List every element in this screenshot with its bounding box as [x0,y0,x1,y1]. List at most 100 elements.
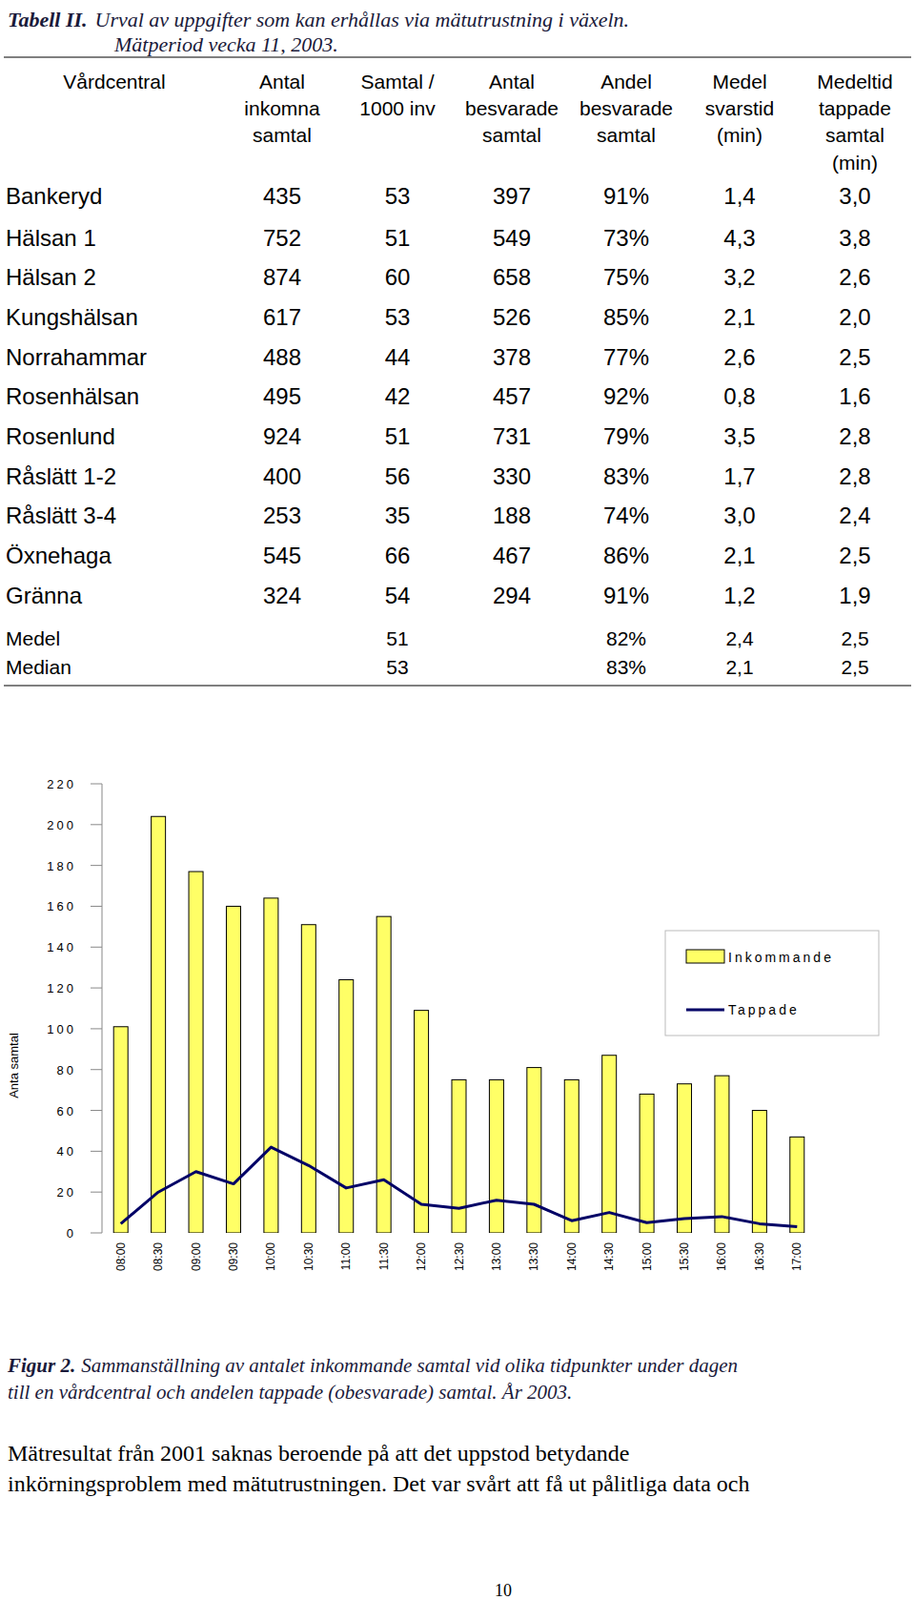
table-cell: 51 [385,423,411,449]
table-cell: 2,8 [838,423,871,449]
y-tick-label: 160 [46,898,77,914]
table-cell: Kungshälsan [5,304,139,330]
y-tick-label: 140 [46,939,77,955]
caption-text: Sammanställning av antalet inkommande sa… [81,1353,738,1377]
table-header: svarstid [705,97,774,120]
table-cell: 435 [263,183,302,209]
table-cell: 3,0 [838,183,871,209]
table-cell: 3,0 [723,502,755,529]
table-cell: 77% [603,344,650,370]
x-tick-label: 08:00 [114,1241,128,1271]
table-header: Medeltid [816,70,893,93]
x-tick-label: 15:30 [677,1241,692,1271]
table-header: Antal [259,70,305,93]
y-label: Anta samtal [6,1032,21,1098]
table-header: Samtal / [360,70,434,93]
table-header: (min) [716,123,763,146]
y-tick-label: 220 [46,776,77,792]
y-tick [90,1068,102,1070]
caption-text: Urval av uppgifter som kan erhållas via … [95,7,631,32]
table-cell: 4,3 [723,224,755,251]
bar [527,1067,542,1233]
y-tick-label: 180 [46,858,77,874]
table-cell: Norrahammar [5,344,147,370]
table-cell: 658 [492,264,531,290]
table-cell: 35 [385,502,411,529]
table-cell: 91% [603,183,650,209]
x-tick-label: 17:00 [790,1241,804,1271]
x-tick-label: 09:00 [189,1241,204,1271]
bar [339,979,354,1233]
table-rule [3,685,912,687]
table-cell: 83% [603,463,650,489]
table-cell: 44 [385,344,411,370]
bar [602,1055,617,1233]
y-tick [90,1232,102,1234]
table-cell: 2,4 [838,502,871,529]
table-cell: 53 [385,183,411,209]
table-header: 1000 inv [359,97,436,120]
y-tick [90,1109,102,1111]
bar [790,1136,805,1233]
table-cell: 85% [603,304,650,330]
table-cell: Hälsan 1 [5,224,97,251]
table-header: besvarade [579,97,673,120]
table-cell: 2,5 [838,344,871,370]
table-rule [3,57,912,59]
table-summary-cell: 2,5 [840,655,869,678]
table-cell: 731 [492,423,531,449]
y-tick-label: 40 [57,1143,77,1159]
x-tick-label: 14:00 [565,1241,579,1271]
table-cell: 66 [385,542,411,569]
x-tick-label: 16:00 [714,1241,729,1271]
table-cell: 56 [385,463,411,489]
table-cell: Bankeryd [5,183,102,209]
body-text: Mätresultat från 2001 saknas beroende på… [7,1440,630,1465]
table-cell: 1,2 [723,582,755,609]
table-cell: 1,7 [723,463,755,489]
table-cell: 3,8 [838,224,871,251]
table-summary-cell: 2,4 [725,627,754,650]
figure-caption: Figur 2.Sammanställning av antalet inkom… [6,1353,738,1377]
table-cell: Öxnehaga [5,542,112,569]
y-tick-label: 60 [57,1103,77,1119]
table-cell: 42 [385,383,411,409]
table-summary-cell: 2,5 [840,627,869,650]
table-cell: 1,4 [723,183,755,209]
y-axis [101,783,103,1233]
bar [752,1110,767,1233]
table-cell: 74% [603,502,650,529]
y-tick [90,1150,102,1152]
table-cell: 378 [492,344,531,370]
legend-box [665,930,879,1036]
table-cell: 53 [385,304,411,330]
bar [677,1083,692,1233]
table-cell: 330 [492,463,531,489]
table-cell: 86% [603,542,650,569]
legend-swatch [686,1008,725,1012]
bar [639,1093,654,1233]
bar [451,1078,467,1233]
y-tick [90,946,102,948]
table-cell: 73% [603,224,650,251]
x-tick-label: 12:00 [414,1241,428,1271]
y-tick [90,823,102,825]
table-cell: 545 [263,542,302,569]
y-tick [90,1027,102,1029]
x-tick-label: 10:30 [302,1241,316,1271]
table-summary-cell: 2,1 [725,655,753,678]
table-summary-cell: 82% [606,627,647,650]
bar [301,924,316,1233]
table-summary-cell: 53 [386,655,408,678]
x-tick-label: 08:30 [151,1241,165,1271]
table-cell: 2,0 [838,304,871,330]
bar [376,915,391,1233]
table-cell: Råslätt 1-2 [5,463,117,489]
table-cell: 874 [263,264,302,290]
table-cell: 0,8 [723,383,755,409]
table-cell: 2,1 [723,542,755,569]
caption-label: Figur 2. [6,1353,76,1377]
y-tick-label: 80 [57,1062,77,1078]
table-cell: 495 [263,383,302,409]
table-cell: Rosenlund [5,423,116,449]
